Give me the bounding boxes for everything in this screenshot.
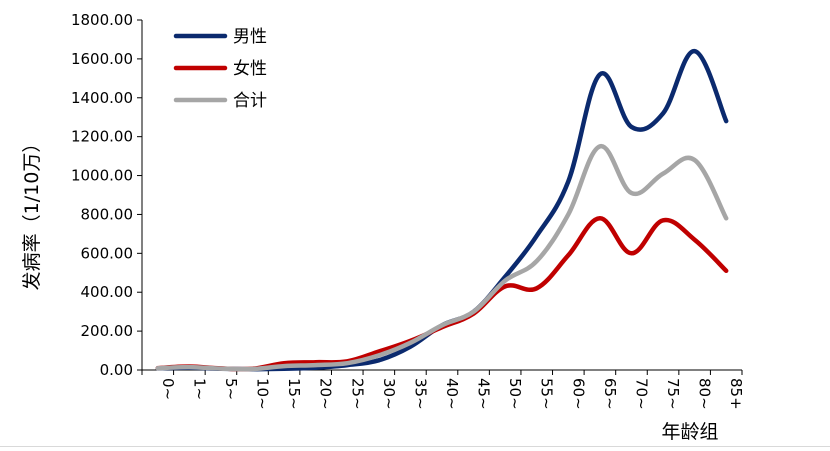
- y-tick-label: 1200.00: [71, 128, 133, 146]
- y-tick-label: 1800.00: [71, 11, 133, 29]
- y-tick-label: 1600.00: [71, 50, 133, 68]
- x-tick-label: 55~: [538, 378, 556, 410]
- y-axis-title: 发病率（1/10万）: [21, 134, 43, 291]
- x-tick-label: 85+: [727, 378, 745, 410]
- legend-label: 男性: [233, 27, 267, 47]
- x-tick-label: 80~: [696, 378, 714, 410]
- x-tick-label: 65~: [601, 378, 619, 410]
- legend-label: 合计: [233, 91, 267, 111]
- legend-label: 女性: [233, 59, 267, 79]
- x-tick-label: 1~: [190, 378, 208, 400]
- bottom-divider: [0, 446, 830, 447]
- y-tick-label: 200.00: [81, 322, 134, 340]
- x-tick-label: 75~: [664, 378, 682, 410]
- y-tick-label: 600.00: [81, 244, 134, 262]
- y-tick-label: 800.00: [81, 205, 134, 223]
- series-line-total: [155, 144, 729, 372]
- x-tick-label: 50~: [506, 378, 524, 410]
- x-tick-label: 10~: [254, 378, 272, 410]
- x-tick-label: 0~: [159, 378, 177, 400]
- x-tick-label: 40~: [443, 378, 461, 410]
- y-axis: 0.00 200.00 400.00 600.00 800.00 1000.00 1200.…: [71, 11, 143, 379]
- x-tick-label: 5~: [222, 378, 240, 400]
- series-layer: [155, 48, 729, 372]
- x-tick-label: 30~: [380, 378, 398, 410]
- x-tick-label: 60~: [569, 378, 587, 410]
- y-tick-label: 400.00: [81, 283, 134, 301]
- x-axis-title: 年龄组: [661, 421, 718, 443]
- x-tick-label: 45~: [475, 378, 493, 410]
- x-axis: 0~ 1~ 5~ 10~ 15~ 20~ 25~ 30~ 35~ 40~ 45~ 50~ 55~ 60~ 6…: [141, 369, 745, 410]
- x-tick-label: 35~: [411, 378, 429, 410]
- x-tick-label: 20~: [317, 378, 335, 410]
- series-line-female: [155, 216, 729, 372]
- x-tick-label: 70~: [632, 378, 650, 410]
- y-tick-label: 0.00: [100, 361, 133, 379]
- x-tick-label: 15~: [285, 378, 303, 410]
- y-tick-label: 1400.00: [71, 89, 133, 107]
- x-tick-label: 25~: [348, 378, 366, 410]
- y-tick-label: 1000.00: [71, 167, 133, 185]
